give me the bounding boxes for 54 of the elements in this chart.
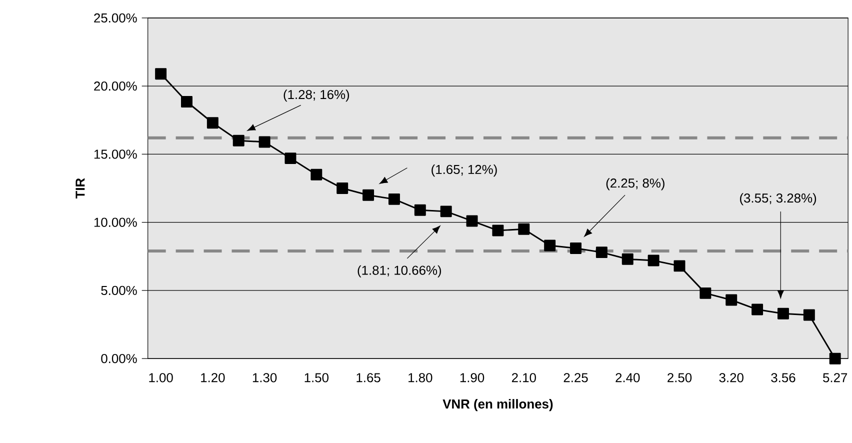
y-tick-label: 0.00%: [101, 354, 137, 364]
point: [752, 304, 764, 316]
x-tick-label: 1.00: [149, 373, 173, 383]
point: [232, 135, 244, 147]
y-axis-title: TIR: [76, 178, 85, 199]
point: [155, 68, 167, 80]
x-tick-label: 5.27: [823, 373, 848, 383]
point: [206, 117, 218, 129]
point: [700, 288, 712, 300]
x-tick-label: 2.50: [668, 373, 692, 383]
x-tick-label: 1.90: [460, 373, 484, 383]
y-tick-label: 5.00%: [101, 286, 137, 296]
point: [258, 136, 270, 148]
x-tick-label: 1.20: [201, 373, 225, 383]
point: [803, 309, 815, 321]
point: [674, 260, 686, 272]
point: [492, 225, 504, 237]
point: [388, 194, 400, 206]
y-tick-label: 25.00%: [94, 14, 137, 23]
point: [518, 224, 530, 236]
annotation: (1.65; 12%): [432, 164, 497, 177]
x-tick-label: 3.56: [771, 373, 796, 383]
x-tick-label: 1.30: [252, 373, 277, 383]
point: [362, 190, 374, 202]
annotation: (3.55; 3.28%): [740, 193, 816, 206]
point: [310, 169, 322, 181]
x-tick-label: 2.40: [616, 373, 640, 383]
point: [440, 206, 452, 218]
point: [544, 240, 556, 252]
point: [284, 152, 296, 164]
point: [596, 246, 608, 258]
point: [622, 254, 634, 266]
x-axis-title: VNR (en millones): [442, 399, 553, 412]
x-tick-label: 1.50: [304, 373, 328, 383]
x-tick-label: 3.20: [719, 373, 744, 383]
annotation: (1.28; 16%): [284, 90, 350, 102]
y-tick-label: 20.00%: [94, 82, 137, 91]
point: [829, 353, 841, 365]
x-tick-label: 1.80: [408, 373, 432, 383]
x-tick-label: 2.10: [512, 373, 536, 383]
y-tick-label: 10.00%: [94, 218, 137, 228]
x-tick-label: 1.65: [356, 373, 380, 383]
point: [414, 204, 426, 216]
point: [180, 96, 192, 108]
point: [726, 294, 738, 306]
point: [648, 255, 660, 266]
x-tick-label: 2.25: [564, 373, 588, 383]
point: [570, 242, 582, 254]
point: [336, 182, 348, 194]
annotation: (1.81; 10.66%): [358, 266, 442, 278]
annotation: (2.25; 8%): [606, 178, 664, 190]
y-tick-label: 15.00%: [94, 150, 137, 160]
point: [777, 308, 789, 320]
point: [466, 215, 478, 227]
